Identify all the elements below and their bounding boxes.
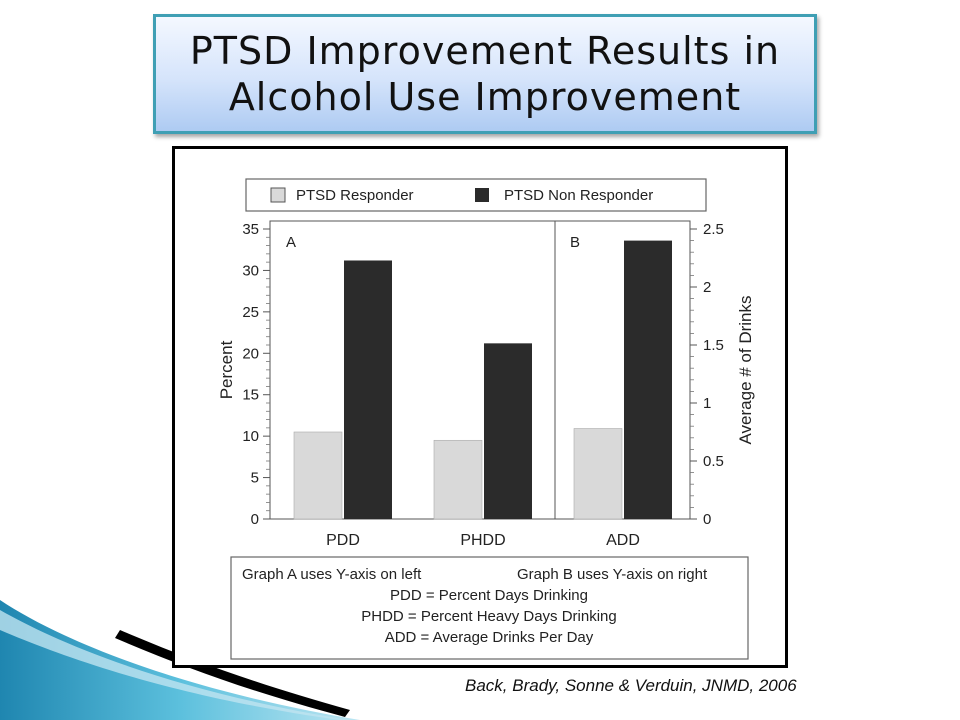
- x-category-label: PDD: [326, 532, 360, 549]
- note-phdd: PHDD = Percent Heavy Days Drinking: [361, 608, 617, 625]
- decorative-swoosh: [0, 600, 360, 720]
- y-left-tick-label: 0: [251, 511, 259, 528]
- notes-box: [230, 556, 749, 660]
- note-pdd: PDD = Percent Days Drinking: [390, 587, 588, 604]
- note-add: ADD = Average Drinks Per Day: [385, 629, 594, 646]
- panel-label-b: B: [570, 234, 580, 251]
- bar-pdd-responder: [293, 431, 343, 520]
- bar-phdd-responder: [433, 439, 483, 520]
- legend-swatch-responder: [270, 187, 286, 203]
- x-category-label: PHDD: [460, 532, 505, 549]
- bar-add-non-responder: [624, 240, 672, 519]
- y-left-tick-label: 35: [242, 221, 259, 238]
- y-axis-left-title: Percent: [217, 340, 236, 399]
- y-right-tick-label: 0.5: [703, 453, 724, 470]
- y-left-tick-label: 20: [242, 345, 259, 362]
- note-right-axis: Graph B uses Y-axis on right: [517, 566, 708, 583]
- chart-frame: PTSD Responder PTSD Non Responder A B Pe…: [172, 146, 788, 668]
- y-left-tick-label: 25: [242, 304, 259, 321]
- y-axis-left: 0 5 10 15 20 25 30 35: [242, 221, 271, 528]
- x-axis-labels: PDD PHDD ADD: [326, 532, 640, 549]
- bar-chart: PTSD Responder PTSD Non Responder A B Pe…: [217, 178, 755, 660]
- legend-label-responder: PTSD Responder: [296, 187, 414, 204]
- y-left-tick-label: 5: [251, 470, 259, 487]
- panel-label-a: A: [286, 234, 296, 251]
- note-left-axis: Graph A uses Y-axis on left: [242, 566, 422, 583]
- y-left-tick-label: 30: [242, 262, 259, 279]
- y-right-tick-label: 0: [703, 511, 711, 528]
- y-right-tick-label: 1.5: [703, 337, 724, 354]
- y-axis-right-title: Average # of Drinks: [736, 296, 755, 445]
- title-box: PTSD Improvement Results in Alcohol Use …: [153, 14, 817, 134]
- x-category-label: ADD: [606, 532, 640, 549]
- y-right-tick-label: 2: [703, 279, 711, 296]
- bar-pdd-non-responder: [344, 260, 392, 519]
- citation: Back, Brady, Sonne & Verduin, JNMD, 2006: [465, 676, 797, 695]
- y-right-tick-label: 2.5: [703, 221, 724, 238]
- y-left-tick-label: 10: [242, 428, 259, 445]
- bar-add-responder: [573, 428, 623, 520]
- y-axis-right: 0 0.5 1 1.5 2 2.5: [689, 221, 724, 528]
- bar-phdd-non-responder: [484, 343, 532, 519]
- slide-title-line2: Alcohol Use Improvement: [228, 75, 742, 119]
- y-right-tick-label: 1: [703, 395, 711, 412]
- legend-swatch-non-responder: [475, 188, 489, 202]
- legend-label-non-responder: PTSD Non Responder: [504, 187, 653, 204]
- bars: [293, 240, 672, 520]
- slide-title-line1: PTSD Improvement Results in: [189, 29, 781, 73]
- y-left-tick-label: 15: [242, 387, 259, 404]
